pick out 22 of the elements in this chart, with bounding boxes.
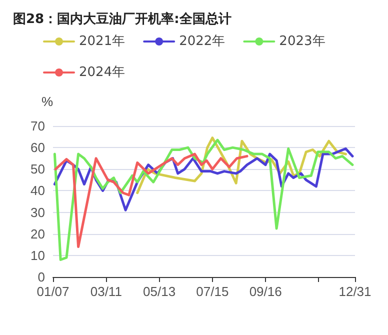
y-tick-label: 50: [30, 162, 45, 177]
y-tick-label: 10: [30, 248, 45, 263]
legend-label: 2022年: [179, 34, 226, 49]
x-tick-label: 12/31: [338, 284, 372, 299]
legend-label: 2024年: [79, 65, 126, 80]
y-tick-label: 60: [30, 140, 45, 156]
legend-label: 2021年: [79, 34, 126, 49]
y-tick-label: 0: [38, 270, 45, 284]
y-axis-title: %: [41, 94, 54, 109]
y-tick-label: 30: [30, 204, 45, 220]
y-tick-label: 40: [30, 183, 45, 198]
x-tick-label: 01/07: [36, 284, 70, 299]
x-tick-label: 05/13: [143, 284, 176, 299]
x-tick-label: 03/11: [90, 284, 122, 299]
line-series: [53, 138, 354, 261]
legend-label: 2023年: [279, 34, 326, 49]
line-series: [54, 152, 248, 248]
y-tick-label: 70: [30, 118, 45, 134]
x-tick-label: 07/15: [196, 284, 229, 299]
chart-title: 图28：国内大豆油厂开机率:全国总计: [13, 11, 232, 27]
y-tick-label: 20: [30, 226, 45, 242]
x-tick-label: 09/16: [249, 284, 282, 299]
